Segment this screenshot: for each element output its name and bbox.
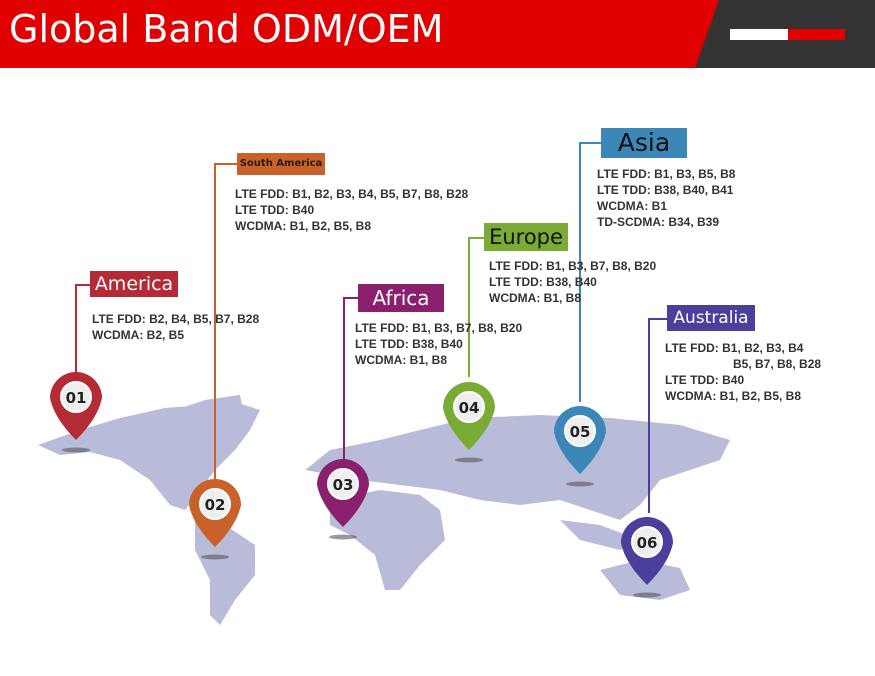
connector-tick-africa	[343, 297, 358, 299]
map-greenland	[175, 395, 245, 445]
connector-tick-america	[75, 284, 90, 286]
map-pin-04: 04	[443, 382, 495, 463]
band-info-america: LTE FDD: B2, B4, B5, B7, B28 WCDMA: B2, B…	[92, 312, 260, 342]
region-label-australia: Australia	[667, 305, 755, 331]
map-pin-02: 02	[189, 479, 241, 560]
map-pin-01: 01	[50, 372, 102, 453]
region-label-asia: Asia	[601, 128, 687, 158]
connector-line-south-america	[214, 163, 216, 493]
region-label-africa: Africa	[358, 284, 444, 312]
map-pin-06: 06	[621, 517, 673, 598]
connector-line-asia	[579, 142, 581, 402]
connector-tick-south-america	[214, 163, 237, 165]
region-label-south-america: South America	[237, 153, 325, 175]
region-label-america: America	[90, 271, 178, 297]
svg-text:06: 06	[637, 534, 658, 552]
map-pin-05: 05	[554, 406, 606, 487]
map-europe-asia	[305, 415, 730, 520]
decor-bar-white	[730, 29, 788, 40]
map-southeast-asia	[560, 520, 640, 550]
connector-line-america	[75, 284, 77, 384]
map-pin-03: 03	[317, 459, 369, 540]
connector-line-europe	[468, 237, 470, 377]
header-banner: Global Band ODM/OEM	[0, 0, 875, 68]
region-label-europe: Europe	[484, 223, 568, 251]
connector-tick-australia	[648, 318, 667, 320]
connector-tick-europe	[468, 237, 484, 239]
band-info-africa: LTE FDD: B1, B3, B7, B8, B20 LTE TDD: B38…	[355, 321, 523, 367]
connector-line-australia	[648, 318, 650, 513]
decor-bar-red	[788, 29, 845, 40]
connector-tick-asia	[579, 142, 601, 144]
map-africa	[330, 490, 445, 590]
svg-text:01: 01	[66, 389, 87, 407]
band-info-asia: LTE FDD: B1, B3, B5, B8 LTE TDD: B38, B40…	[597, 167, 736, 229]
band-info-europe: LTE FDD: B1, B3, B7, B8, B20 LTE TDD: B38…	[489, 259, 657, 305]
map-south-america	[195, 520, 255, 625]
svg-text:04: 04	[459, 399, 480, 417]
svg-text:05: 05	[570, 423, 591, 441]
connector-line-africa	[343, 297, 345, 473]
svg-text:02: 02	[205, 496, 226, 514]
band-info-australia: LTE FDD: B1, B2, B3, B4 B5, B7, B8, B28 LT…	[665, 341, 822, 403]
page-title: Global Band ODM/OEM	[9, 7, 444, 51]
svg-text:03: 03	[333, 476, 354, 494]
band-info-south-america: LTE FDD: B1, B2, B3, B4, B5, B7, B8, B28…	[235, 187, 469, 233]
